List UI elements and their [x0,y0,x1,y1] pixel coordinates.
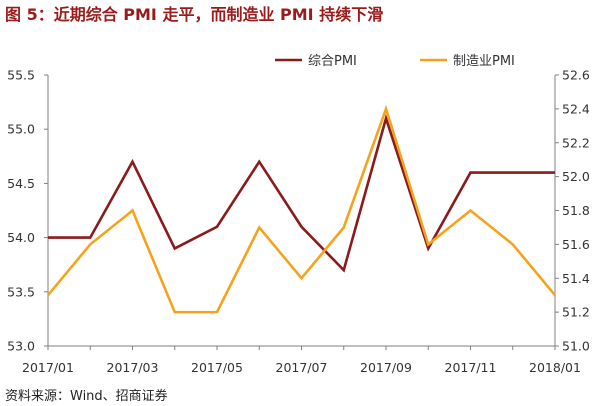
x-axis-tick-label: 2017/05 [191,360,243,375]
source-note: 资料来源：Wind、招商证券 [5,389,168,404]
manufacturing-pmi-point [553,293,558,298]
manufacturing-pmi-point [172,310,177,315]
composite-pmi-line [48,113,555,273]
right-axis-tick-label: 52.0 [562,169,590,184]
x-axis-tick-label: 2017/11 [445,360,497,375]
manufacturing-pmi-point [88,242,93,247]
composite-pmi-point [553,170,558,175]
manufacturing-pmi-series [46,104,558,315]
x-axis-tick-label: 2017/03 [107,360,159,375]
composite-pmi-series [46,113,558,273]
left-axis-tick-label: 55.0 [7,122,35,137]
manufacturing-pmi-line [47,104,556,314]
manufacturing-pmi-point [510,242,515,247]
left-axis-tick-label: 53.5 [7,284,35,299]
right-axis-tick-label: 52.6 [562,68,590,83]
right-axis-tick-label: 51.0 [562,339,590,354]
right-axis-tick-label: 51.2 [562,305,590,320]
composite-pmi-point [130,159,135,164]
composite-pmi-point [341,268,346,273]
x-axis-tick-label: 2017/09 [360,360,412,375]
right-axis-tick-label: 51.6 [562,237,590,252]
x-axis-tick-label: 2017/01 [22,360,74,375]
left-axis-tick-label: 53.0 [7,339,35,354]
composite-pmi-point [510,170,515,175]
left-axis-tick-label: 54.0 [7,230,35,245]
manufacturing-pmi-point [257,225,262,230]
manufacturing-pmi-point [46,293,51,298]
right-axis-tick-label: 51.8 [562,203,590,218]
right-axis-tick-label: 52.4 [562,101,590,116]
composite-pmi-point [215,224,220,229]
composite-pmi-point [257,159,262,164]
x-axis-tick-label: 2018/01 [529,360,581,375]
legend-label-manufacturing-pmi: 制造业PMI [453,54,515,69]
chart-title: 图 5：近期综合 PMI 走平，而制造业 PMI 持续下滑 [5,5,384,24]
composite-pmi-point [46,235,51,240]
right-axis-ticks: 51.0 51.2 51.4 51.6 51.8 52.0 52.2 52.4 52.6 [555,68,590,354]
manufacturing-pmi-point [299,276,304,281]
left-axis-tick-label: 55.5 [7,68,35,83]
legend-label-composite-pmi: 综合PMI [308,54,357,69]
composite-pmi-point [172,246,177,251]
legend-item-manufacturing-pmi: 制造业PMI [420,54,515,69]
left-axis-tick-label: 54.5 [7,176,35,191]
composite-pmi-point [468,170,473,175]
composite-pmi-point [88,235,93,240]
right-axis-tick-label: 52.2 [562,135,590,150]
composite-pmi-point [299,224,304,229]
manufacturing-pmi-point [468,208,473,213]
right-axis-tick-label: 51.4 [562,271,590,286]
legend: 综合PMI 制造业PMI [275,54,515,69]
manufacturing-pmi-point [130,208,135,213]
x-axis-tick-label: 2017/07 [276,360,328,375]
manufacturing-pmi-point [384,106,389,111]
manufacturing-pmi-point [426,242,431,247]
manufacturing-pmi-point [215,310,220,315]
manufacturing-pmi-point [341,225,346,230]
left-axis-ticks: 53.0 53.5 54.0 54.5 55.0 55.5 [7,68,48,354]
x-axis-ticks: 2017/01 2017/03 2017/05 2017/07 2017/09 2017/… [22,346,581,375]
legend-item-composite-pmi: 综合PMI [275,54,357,69]
